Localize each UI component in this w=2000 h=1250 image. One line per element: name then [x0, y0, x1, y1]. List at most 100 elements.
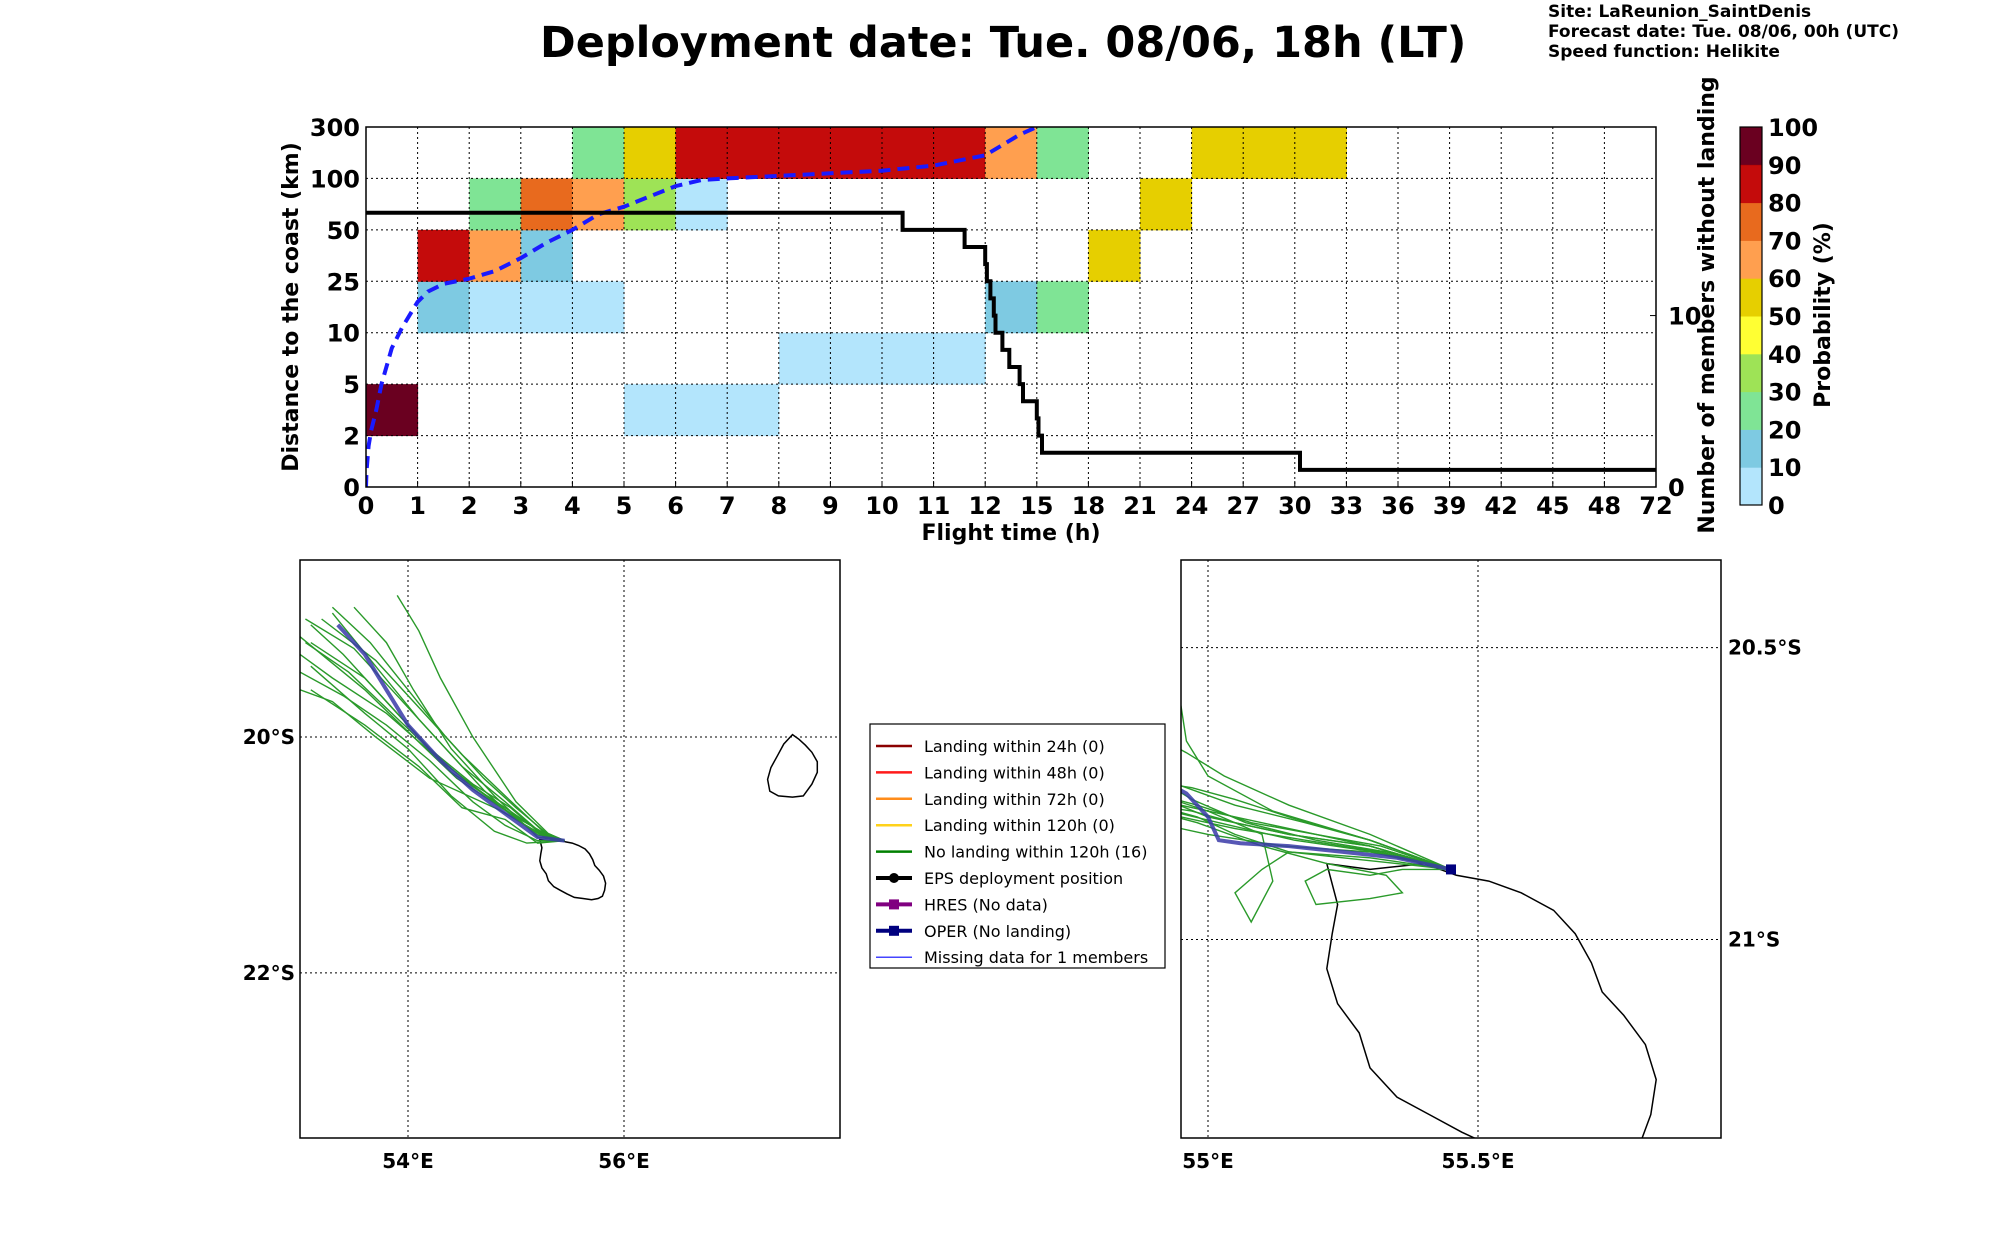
x-tick-label: 15 — [1020, 492, 1053, 520]
heatmap-cell — [675, 127, 728, 179]
x-tick-label: 9 — [822, 492, 839, 520]
y-tick-label: 100 — [310, 165, 360, 193]
colorbar-segment — [1740, 127, 1762, 165]
legend-label: Landing within 24h (0) — [924, 737, 1105, 756]
latitude-tick-label: 20°S — [243, 725, 295, 749]
heatmap-cell — [778, 332, 831, 385]
member-trajectory — [331, 606, 565, 842]
member-trajectory — [300, 671, 565, 842]
heatmap-cell — [727, 127, 780, 179]
heatmap-cell — [933, 127, 986, 179]
heatmap-cell — [417, 229, 470, 282]
heatmap-cell — [1243, 127, 1296, 179]
heatmap-cell — [417, 281, 470, 334]
heatmap-cell — [933, 332, 986, 385]
colorbar-segment — [1740, 240, 1762, 279]
y-tick-label: 5 — [343, 371, 360, 399]
map-overview-frame — [299, 559, 841, 1139]
heatmap-cell — [778, 127, 831, 179]
longitude-tick-label: 55°E — [1182, 1149, 1234, 1173]
y2-tick-label: 10 — [1668, 303, 1701, 331]
x-tick-label: 24 — [1175, 492, 1208, 520]
colorbar-segment — [1740, 278, 1762, 317]
x-tick-label: 27 — [1226, 492, 1259, 520]
heatmap-cell — [469, 229, 522, 282]
x-tick-label: 30 — [1278, 492, 1311, 520]
x-tick-label: 10 — [865, 492, 898, 520]
member-trajectory — [1181, 801, 1452, 924]
x-tick-label: 48 — [1588, 492, 1621, 520]
y-tick-label: 10 — [327, 320, 360, 348]
legend-label: Landing within 48h (0) — [924, 763, 1105, 782]
speed-function-label: Speed function: Helikite — [1548, 42, 1780, 62]
legend-label: No landing within 120h (16) — [924, 843, 1147, 862]
heatmap-cell — [520, 229, 573, 282]
legend-label: EPS deployment position — [924, 869, 1123, 888]
y2-axis-label: Number of members without landing — [1695, 76, 1720, 533]
legend: Landing within 24h (0) Landing within 48h… — [869, 723, 1166, 969]
member-trajectory — [300, 689, 565, 842]
colorbar-segment — [1740, 391, 1762, 430]
member-trajectory — [305, 618, 565, 842]
colorbar-tick-label: 40 — [1768, 341, 1801, 369]
forecast-date-label: Forecast date: Tue. 08/06, 00h (UTC) — [1548, 22, 1899, 42]
heatmap-cell — [830, 127, 883, 179]
x-tick-label: 4 — [564, 492, 581, 520]
colorbar-tick-label: 80 — [1768, 190, 1801, 218]
heatmap-cell — [520, 178, 573, 231]
heatmap-cell — [675, 384, 728, 437]
x-tick-label: 0 — [358, 492, 375, 520]
member-trajectory — [300, 653, 565, 842]
map-zoom-frame — [1180, 559, 1722, 1139]
x-tick-label: 33 — [1330, 492, 1363, 520]
member-trajectory — [1181, 804, 1452, 871]
x-tick-label: 45 — [1536, 492, 1569, 520]
colorbar-tick-label: 20 — [1768, 416, 1801, 444]
y-axis-label: Distance to the coast (km) — [279, 142, 304, 472]
latitude-tick-label: 20.5°S — [1728, 636, 1802, 660]
heatmap-cell — [1088, 229, 1141, 282]
heatmap-cell — [469, 178, 522, 231]
heatmap-cell — [882, 127, 935, 179]
colorbar-segment — [1740, 467, 1762, 506]
latitude-tick-label: 22°S — [243, 961, 295, 985]
heatmap-cell — [830, 332, 883, 385]
y2-tick-label: 0 — [1668, 474, 1685, 502]
members-without-landing-line — [366, 210, 1656, 472]
y-tick-label: 2 — [343, 423, 360, 451]
deployment-marker — [1446, 864, 1456, 875]
member-trajectory — [310, 665, 565, 844]
x-tick-label: 39 — [1433, 492, 1466, 520]
heatmap-cell — [1140, 178, 1193, 231]
x-tick-label: 3 — [512, 492, 529, 520]
chart-title: Deployment date: Tue. 08/06, 18h (LT) — [540, 18, 1467, 68]
heatmap-cell — [366, 384, 419, 437]
x-tick-label: 7 — [719, 492, 736, 520]
median-distance-line — [366, 127, 1038, 487]
x-axis-label: Flight time (h) — [921, 521, 1100, 546]
forecast-info: Site: LaReunion_SaintDenis Forecast date… — [1548, 2, 1899, 62]
oper-trajectory — [1181, 788, 1452, 872]
colorbar-tick-label: 50 — [1768, 303, 1801, 331]
colorbar-tick-label: 0 — [1768, 492, 1785, 520]
x-tick-label: 2 — [461, 492, 478, 520]
heatmap-cell — [469, 281, 522, 334]
x-tick-label: 12 — [968, 492, 1001, 520]
member-trajectory — [1181, 748, 1452, 871]
colorbar-tick-label: 70 — [1768, 227, 1801, 255]
member-trajectory — [1181, 785, 1452, 871]
x-tick-label: 72 — [1639, 492, 1672, 520]
x-tick-label: 42 — [1484, 492, 1517, 520]
colorbar-tick-label: 10 — [1768, 454, 1801, 482]
oper-trajectory — [336, 623, 565, 843]
heatmap-cell — [675, 178, 728, 231]
heatmap-cell — [1191, 127, 1244, 179]
colorbar-tick-label: 100 — [1768, 114, 1818, 142]
heatmap-cell — [1294, 127, 1347, 179]
colorbar-segment — [1740, 353, 1762, 393]
member-trajectory — [1181, 791, 1452, 871]
legend-label: OPER (No landing) — [924, 922, 1071, 941]
colorbar-tick-label: 30 — [1768, 379, 1801, 407]
legend-label: Landing within 120h (0) — [924, 816, 1115, 835]
member-trajectory — [1181, 800, 1452, 871]
